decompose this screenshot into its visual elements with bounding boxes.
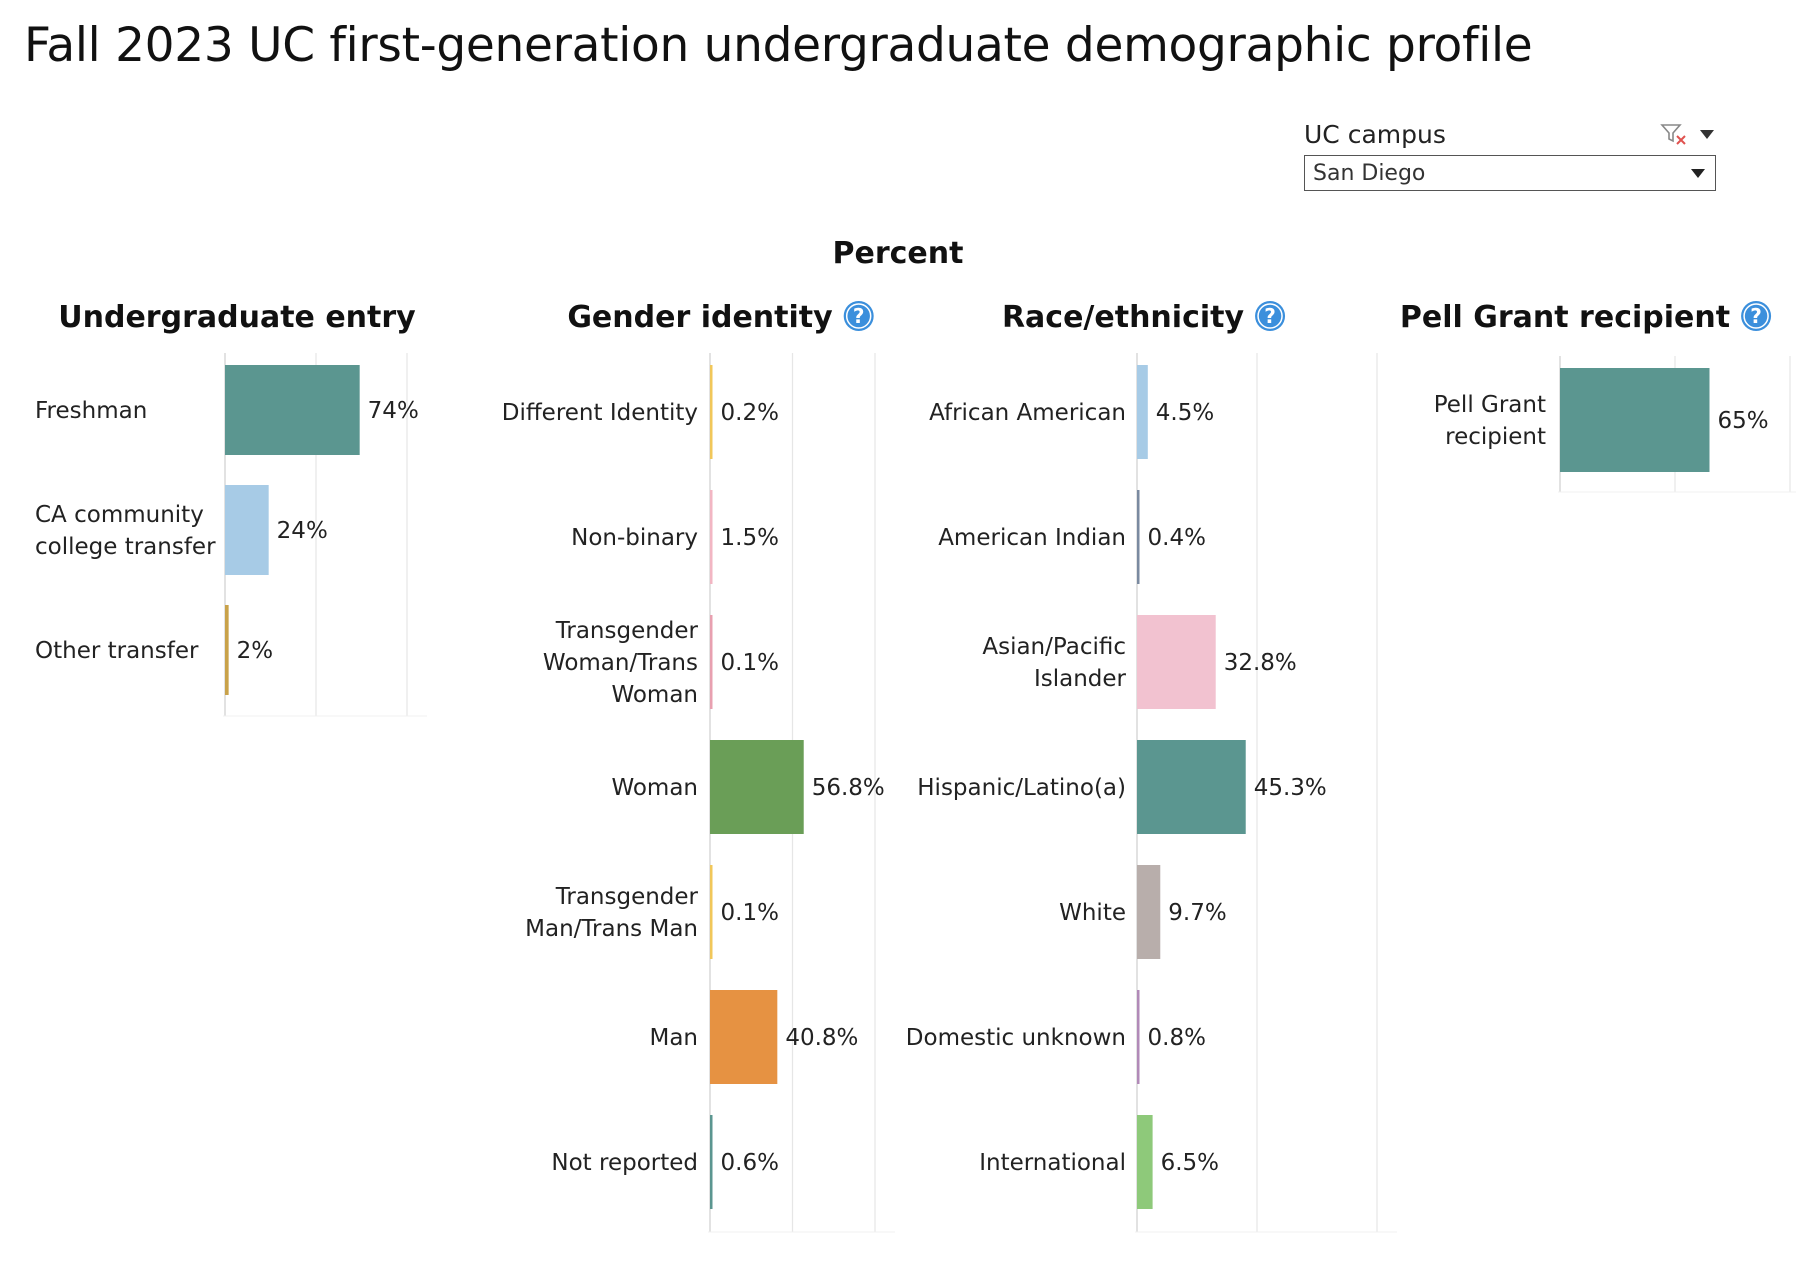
campus-select[interactable]: San Diego [1304, 155, 1716, 191]
data-label: 1.5% [721, 525, 779, 551]
campus-select-value: San Diego [1313, 160, 1426, 186]
panel-title: Race/ethnicity [1002, 300, 1245, 335]
panel-title: Gender identity [567, 300, 833, 335]
bar[interactable] [1560, 368, 1710, 472]
help-icon[interactable]: ? [1255, 301, 1286, 331]
data-label: 0.1% [721, 650, 779, 676]
category-label: White [1059, 900, 1126, 926]
bar[interactable] [225, 365, 360, 455]
data-label: 0.2% [721, 400, 779, 426]
bar[interactable] [710, 365, 713, 459]
bar[interactable] [225, 605, 229, 695]
bar[interactable] [1137, 740, 1246, 834]
category-label: African American [929, 400, 1126, 426]
filter-label: UC campus [1304, 120, 1446, 149]
data-label: 56.8% [812, 775, 885, 801]
svg-text:?: ? [1264, 304, 1276, 328]
category-label: American Indian [938, 525, 1126, 551]
category-label: Pell Grant recipient [1434, 392, 1546, 450]
category-label: Different Identity [502, 400, 698, 426]
chart-panel-2: Gender identity ? Different Identity 0.2% No… [502, 300, 895, 1233]
bar[interactable] [710, 490, 713, 584]
panel-title: Pell Grant recipient [1400, 300, 1730, 335]
bar[interactable] [1137, 990, 1140, 1084]
category-label: Not reported [551, 1150, 698, 1176]
data-label: 9.7% [1168, 900, 1226, 926]
filter-clear-icon[interactable] [1660, 122, 1688, 146]
bar[interactable] [1137, 1115, 1153, 1209]
data-label: 24% [277, 518, 328, 544]
data-label: 4.5% [1156, 400, 1214, 426]
dropdown-arrow-icon[interactable] [1698, 127, 1716, 141]
data-label: 0.6% [721, 1150, 779, 1176]
campus-filter: UC campus San Diego [1304, 120, 1716, 191]
filter-tools [1660, 122, 1716, 146]
bar[interactable] [225, 485, 269, 575]
bar[interactable] [710, 740, 804, 834]
bar[interactable] [710, 990, 778, 1084]
bar[interactable] [710, 865, 713, 959]
data-label: 2% [237, 638, 274, 664]
category-label: International [979, 1150, 1126, 1176]
help-icon[interactable]: ? [1741, 301, 1772, 331]
category-label: CA community college transfer [35, 502, 216, 560]
category-label: Asian/Pacific Islander [982, 634, 1126, 692]
chart-panel-3: Race/ethnicity ? African American 4.5% Ameri… [906, 300, 1397, 1233]
percent-header: Percent [832, 236, 964, 271]
category-label: Hispanic/Latino(a) [917, 775, 1126, 801]
data-label: 65% [1718, 408, 1769, 434]
svg-text:?: ? [1750, 304, 1762, 328]
bar[interactable] [710, 615, 713, 709]
page-title: Fall 2023 UC first-generation undergradu… [24, 18, 1533, 73]
chevron-down-icon [1691, 168, 1705, 178]
category-label: Transgender Man/Trans Man [525, 884, 698, 942]
category-label: Other transfer [35, 638, 199, 664]
chart-panel-4: Pell Grant recipient ? Pell Grant recipient… [1400, 300, 1796, 493]
bar[interactable] [1137, 615, 1216, 709]
data-label: 6.5% [1161, 1150, 1219, 1176]
data-label: 74% [368, 398, 419, 424]
category-label: Domestic unknown [906, 1025, 1126, 1051]
category-label: Transgender Woman/Trans Woman [543, 618, 699, 708]
bar[interactable] [1137, 865, 1161, 959]
category-label: Freshman [35, 398, 147, 424]
data-label: 40.8% [785, 1025, 858, 1051]
bar[interactable] [710, 1115, 713, 1209]
help-icon[interactable]: ? [843, 301, 874, 331]
data-label: 32.8% [1224, 650, 1297, 676]
chart-panel-1: Undergraduate entry Freshman 74% CA communi… [35, 300, 427, 717]
svg-text:?: ? [853, 304, 865, 328]
data-label: 0.4% [1148, 525, 1206, 551]
data-label: 45.3% [1254, 775, 1327, 801]
data-label: 0.1% [721, 900, 779, 926]
data-label: 0.8% [1148, 1025, 1206, 1051]
category-label: Man [649, 1025, 698, 1051]
bar[interactable] [1137, 490, 1140, 584]
panel-title: Undergraduate entry [58, 300, 416, 335]
category-label: Non-binary [571, 525, 698, 551]
category-label: Woman [611, 775, 698, 801]
bar[interactable] [1137, 365, 1148, 459]
